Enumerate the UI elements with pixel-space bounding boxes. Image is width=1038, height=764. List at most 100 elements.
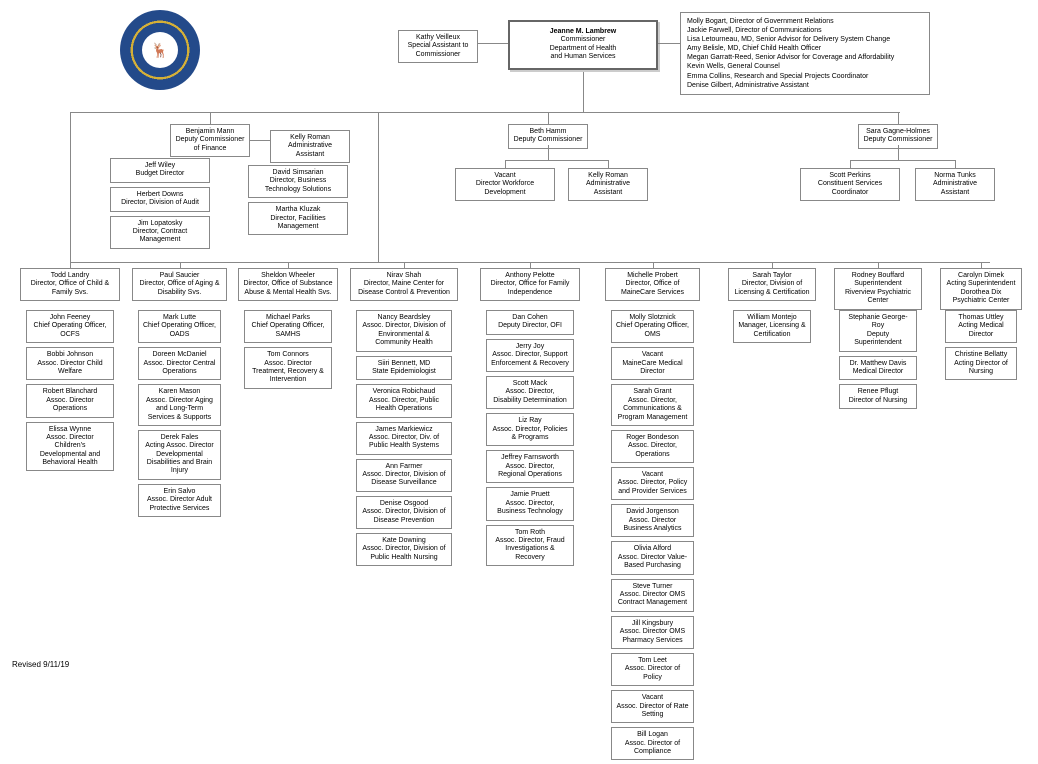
mann-right-0: David SimsarianDirector, Business Techno… (248, 165, 348, 198)
column-items-0: John FeeneyChief Operating Officer, OCFS… (26, 310, 114, 475)
mann-title1: Deputy Commissioner (175, 136, 245, 144)
col7-item1: Dr. Matthew DavisMedical Director (839, 356, 916, 381)
col3-item5: Denise OsgoodAssoc. Director, Division o… (356, 496, 451, 529)
col4-item4: Jeffrey FarnsworthAssoc. Director, Regio… (486, 450, 574, 483)
mann-left-2: Jim LopatoskyDirector, Contract Manageme… (110, 216, 210, 249)
col7-item2: Renee PflugtDirector of Nursing (839, 384, 916, 409)
col5-item0: Molly SlotznickChief Operating Officer, … (611, 310, 695, 343)
col0-item0: John FeeneyChief Operating Officer, OCFS (26, 310, 114, 343)
col5-item1: VacantMaineCare Medical Director (611, 347, 695, 380)
gagne-title: Deputy Commissioner (863, 136, 933, 144)
connector (210, 112, 211, 124)
column-head-1: Paul SaucierDirector, Office of Aging & … (132, 268, 227, 301)
column-head-2: Sheldon WheelerDirector, Office of Subst… (238, 268, 338, 301)
col4-item3: Liz RayAssoc. Director, Policies & Progr… (486, 413, 574, 446)
col0-item1: Bobbi JohnsonAssoc. Director Child Welfa… (26, 347, 114, 380)
connector (898, 112, 899, 124)
gagne-right-box: Norma TunksAdministrative Assistant (915, 168, 995, 201)
mann-box: Benjamin Mann Deputy Commissioner of Fin… (170, 124, 250, 157)
col8-item1: Christine BellattyActing Director of Nur… (945, 347, 1017, 380)
connector (955, 160, 956, 168)
commissioner-box: Jeanne M. Lambrew Commissioner Departmen… (508, 20, 658, 70)
col1-item3: Derek FalesActing Assoc. Director Develo… (138, 430, 222, 480)
advisor-3: Amy Belisle, MD, Chief Child Health Offi… (687, 44, 923, 53)
mann-left-col: Jeff WileyBudget Director Herbert DownsD… (110, 158, 210, 253)
mann-asst-box: Kelly Roman Administrative Assistant (270, 130, 350, 163)
connector (478, 43, 508, 44)
connector (658, 43, 680, 44)
column-head-7: Rodney BouffardSuperintendentRiverview P… (834, 268, 922, 310)
advisor-1: Jackie Farwell, Director of Communicatio… (687, 26, 923, 35)
advisor-6: Emma Collins, Research and Special Proje… (687, 72, 923, 81)
commissioner-title1: Commissioner (516, 36, 650, 44)
seal-emblem: 🦌 (142, 32, 178, 68)
col4-item6: Tom RothAssoc. Director, Fraud Investiga… (486, 525, 574, 567)
col3-item2: Veronica RobichaudAssoc. Director, Publi… (356, 384, 451, 417)
commissioner-title3: and Human Services (516, 53, 650, 61)
special-asst-title: Special Assistant to Commissioner (403, 42, 473, 59)
connector (608, 160, 609, 168)
hamm-right-box: Kelly RomanAdministrative Assistant (568, 168, 648, 201)
column-items-4: Dan CohenDeputy Director, OFI Jerry JoyAs… (486, 310, 574, 570)
revised-date: Revised 9/11/19 (12, 660, 69, 669)
hamm-name: Beth Hamm (513, 128, 583, 136)
col1-item4: Erin SalvoAssoc. Director Adult Protecti… (138, 484, 222, 517)
column-items-3: Nancy BeardsleyAssoc. Director, Division… (356, 310, 451, 570)
col0-item2: Robert BlanchardAssoc. Director Operatio… (26, 384, 114, 417)
advisors-box: Molly Bogart, Director of Government Rel… (680, 12, 930, 95)
column-items-8: Thomas UttleyActing Medical Director Chri… (945, 310, 1017, 384)
mann-right-1: Martha KluzakDirector, Facilities Manage… (248, 202, 348, 235)
advisor-5: Kevin Wells, General Counsel (687, 62, 923, 71)
advisor-4: Megan Garratt-Reed, Senior Advisor for C… (687, 53, 923, 62)
commissioner-name: Jeanne M. Lambrew (516, 28, 650, 36)
special-assistant-box: Kathy Veilleux Special Assistant to Comm… (398, 30, 478, 63)
mann-left-1: Herbert DownsDirector, Division of Audit (110, 187, 210, 212)
connector (898, 145, 899, 160)
col4-item0: Dan CohenDeputy Director, OFI (486, 310, 574, 335)
col3-item6: Kate DowningAssoc. Director, Division of… (356, 533, 451, 566)
commissioner-title2: Department of Health (516, 45, 650, 53)
column-items-1: Mark LutteChief Operating Officer, OADSD… (138, 310, 222, 521)
col5-item6: Olivia AlfordAssoc. Director Value-Based… (611, 541, 695, 574)
column-items-7: Stephanie George-RoyDeputy Superintenden… (839, 310, 916, 413)
col5-item5: David JorgensonAssoc. Director Business … (611, 504, 695, 537)
col3-item4: Ann FarmerAssoc. Director, Division of D… (356, 459, 451, 492)
column-items-6: William MontejoManager, Licensing & Cert… (733, 310, 810, 347)
col8-item0: Thomas UttleyActing Medical Director (945, 310, 1017, 343)
mann-name: Benjamin Mann (175, 128, 245, 136)
connector (70, 112, 900, 113)
connector (548, 112, 549, 124)
col6-item0: William MontejoManager, Licensing & Cert… (733, 310, 810, 343)
mann-asst-title: Administrative Assistant (275, 142, 345, 159)
connector (850, 160, 851, 168)
connector (850, 160, 955, 161)
col1-item2: Karen MasonAssoc. Director Aging and Lon… (138, 384, 222, 426)
advisor-7: Denise Gilbert, Administrative Assistant (687, 81, 923, 90)
mann-asst-name: Kelly Roman (275, 134, 345, 142)
col5-item11: Bill LoganAssoc. Director of Compliance (611, 727, 695, 760)
hamm-left-box: VacantDirector Workforce Development (455, 168, 555, 201)
column-head-0: Todd LandryDirector, Office of Child & F… (20, 268, 120, 301)
connector (583, 72, 584, 112)
col3-item0: Nancy BeardsleyAssoc. Director, Division… (356, 310, 451, 352)
advisor-0: Molly Bogart, Director of Government Rel… (687, 17, 923, 26)
connector (250, 140, 270, 141)
col3-item3: James MarkiewiczAssoc. Director, Div. of… (356, 422, 451, 455)
col2-item1: Tom ConnorsAssoc. Director Treatment, Re… (244, 347, 332, 389)
col5-item3: Roger BondesonAssoc. Director, Operation… (611, 430, 695, 463)
gagne-name: Sara Gagne-Holmes (863, 128, 933, 136)
col0-item3: Elissa WynneAssoc. Director Children's D… (26, 422, 114, 472)
column-head-8: Carolyn DimekActing SuperintendentDoroth… (940, 268, 1022, 310)
mann-right-col: David SimsarianDirector, Business Techno… (248, 165, 348, 239)
connector (378, 112, 379, 262)
advisor-2: Lisa Letourneau, MD, Senior Advisor for … (687, 35, 923, 44)
col5-item9: Tom LeetAssoc. Director of Policy (611, 653, 695, 686)
column-items-2: Michael ParksChief Operating Officer, SA… (244, 310, 332, 393)
col4-item1: Jerry JoyAssoc. Director, Support Enforc… (486, 339, 574, 372)
mann-title2: of Finance (175, 145, 245, 153)
mann-left-0: Jeff WileyBudget Director (110, 158, 210, 183)
connector (548, 145, 549, 160)
connector (505, 160, 608, 161)
col4-item2: Scott MackAssoc. Director, Disability De… (486, 376, 574, 409)
gagne-left-box: Scott PerkinsConstituent Services Coordi… (800, 168, 900, 201)
